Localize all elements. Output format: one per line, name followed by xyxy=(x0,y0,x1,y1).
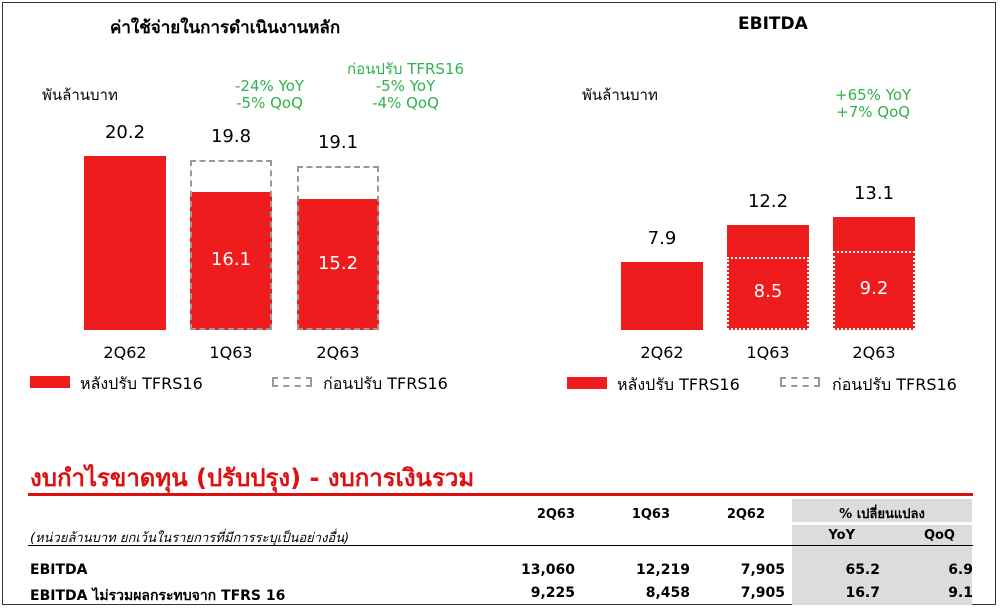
right-chart-unit: พันล้านบาท xyxy=(582,86,658,104)
cell-ebitda-1q63: 12,219 xyxy=(635,562,690,578)
left-bar-before-2q63 xyxy=(297,165,379,330)
right-category-1q63: 1Q63 xyxy=(746,343,790,362)
left-chart-unit: พันล้านบาท xyxy=(42,86,118,104)
right-legend-before-swatch xyxy=(780,377,820,387)
table-section-underline xyxy=(28,493,973,496)
col-header-qoq: QoQ xyxy=(923,528,955,543)
right-chart-title: EBITDA xyxy=(738,14,808,34)
left-growth-before-qoq: -4% QoQ xyxy=(372,94,439,112)
row-label-ebitda-excl-tfrs16: EBITDA ไม่รวมผลกระทบจาก TFRS 16 xyxy=(30,588,286,604)
left-bar-after-1q63 xyxy=(190,191,272,330)
col-header-2q63: 2Q63 xyxy=(536,507,575,522)
col-header-2q62: 2Q62 xyxy=(726,507,765,522)
left-growth-after-yoy: -24% YoY xyxy=(235,77,305,95)
table-unit-note: (หน่วยล้านบาท ยกเว้นในรายการที่มีการระบุ… xyxy=(30,531,350,546)
left-label-top-2q62: 20.2 xyxy=(104,122,146,144)
right-legend-before-label: ก่อนปรับ TFRS16 xyxy=(832,375,957,394)
left-label-inside-1q63: 16.1 xyxy=(210,248,252,270)
right-growth-yoy: +65% YoY xyxy=(835,86,912,104)
right-growth: +65% YoY +7% QoQ xyxy=(835,87,911,121)
row-label-ebitda: EBITDA xyxy=(30,562,88,578)
cell-ebitda-yoy: 65.2 xyxy=(845,562,880,578)
col-header-1q63: 1Q63 xyxy=(631,507,670,522)
left-legend-before-swatch xyxy=(272,377,312,387)
right-category-2q63: 2Q63 xyxy=(852,343,896,362)
cell-ebitda-excl-qoq: 9.1 xyxy=(948,585,973,601)
cell-ebitda-2q63: 13,060 xyxy=(520,562,575,578)
right-label-top-1q63: 12.2 xyxy=(747,191,789,213)
left-legend-before-label: ก่อนปรับ TFRS16 xyxy=(323,374,448,393)
left-legend-after-label: หลังปรับ TFRS16 xyxy=(80,374,203,393)
left-bar-after-2q63 xyxy=(297,199,379,330)
right-bar-after-2q63 xyxy=(833,217,915,330)
right-category-2q62: 2Q62 xyxy=(640,343,684,362)
left-category-2q62: 2Q62 xyxy=(103,343,147,362)
col-header-yoy: YoY xyxy=(828,528,855,543)
cell-ebitda-excl-2q63: 9,225 xyxy=(530,585,575,601)
right-bar-after-1q63 xyxy=(727,225,809,330)
left-growth-before-yoy: -5% YoY xyxy=(375,77,436,95)
left-growth-after: -24% YoY -5% QoQ xyxy=(235,78,304,112)
left-bar-after-2q62 xyxy=(84,156,166,330)
left-growth-after-qoq: -5% QoQ xyxy=(236,94,303,112)
left-category-2q63: 2Q63 xyxy=(316,343,360,362)
cell-ebitda-2q62: 7,905 xyxy=(740,562,785,578)
left-growth-before: ก่อนปรับ TFRS16 -5% YoY -4% QoQ xyxy=(347,61,464,112)
left-growth-before-title: ก่อนปรับ TFRS16 xyxy=(347,60,465,78)
right-growth-qoq: +7% QoQ xyxy=(836,103,911,121)
cell-ebitda-excl-2q62: 7,905 xyxy=(740,585,785,601)
right-bar-before-2q63 xyxy=(833,250,915,330)
left-label-top-2q63: 19.1 xyxy=(317,131,359,153)
change-columns-bg xyxy=(792,525,972,605)
table-section-title: งบกำไรขาดทุน (ปรับปรุง) - งบการเงินรวม xyxy=(30,464,475,492)
left-legend-after-swatch xyxy=(30,376,70,388)
left-label-inside-2q63: 15.2 xyxy=(317,252,359,274)
right-legend-after-swatch xyxy=(567,377,607,389)
cell-ebitda-qoq: 6.9 xyxy=(948,562,973,578)
right-legend-after-label: หลังปรับ TFRS16 xyxy=(617,375,740,394)
left-chart-title: ค่าใช้จ่ายในการดำเนินงานหลัก xyxy=(110,18,341,38)
right-label-top-2q63: 13.1 xyxy=(853,183,895,205)
left-label-top-1q63: 19.8 xyxy=(210,125,252,147)
right-bar-before-1q63 xyxy=(727,256,809,330)
cell-ebitda-excl-1q63: 8,458 xyxy=(645,585,690,601)
right-bar-after-2q62 xyxy=(621,262,703,330)
change-header-bg xyxy=(792,499,972,522)
cell-ebitda-excl-yoy: 16.7 xyxy=(845,585,880,601)
right-label-inside-2q63: 9.2 xyxy=(859,278,889,300)
right-label-top-2q62: 7.9 xyxy=(647,228,677,250)
table-header-rule xyxy=(28,545,973,546)
change-header: % เปลี่ยนแปลง xyxy=(839,507,925,522)
right-label-inside-1q63: 8.5 xyxy=(753,281,783,303)
left-category-1q63: 1Q63 xyxy=(209,343,253,362)
left-bar-before-1q63 xyxy=(190,159,272,330)
